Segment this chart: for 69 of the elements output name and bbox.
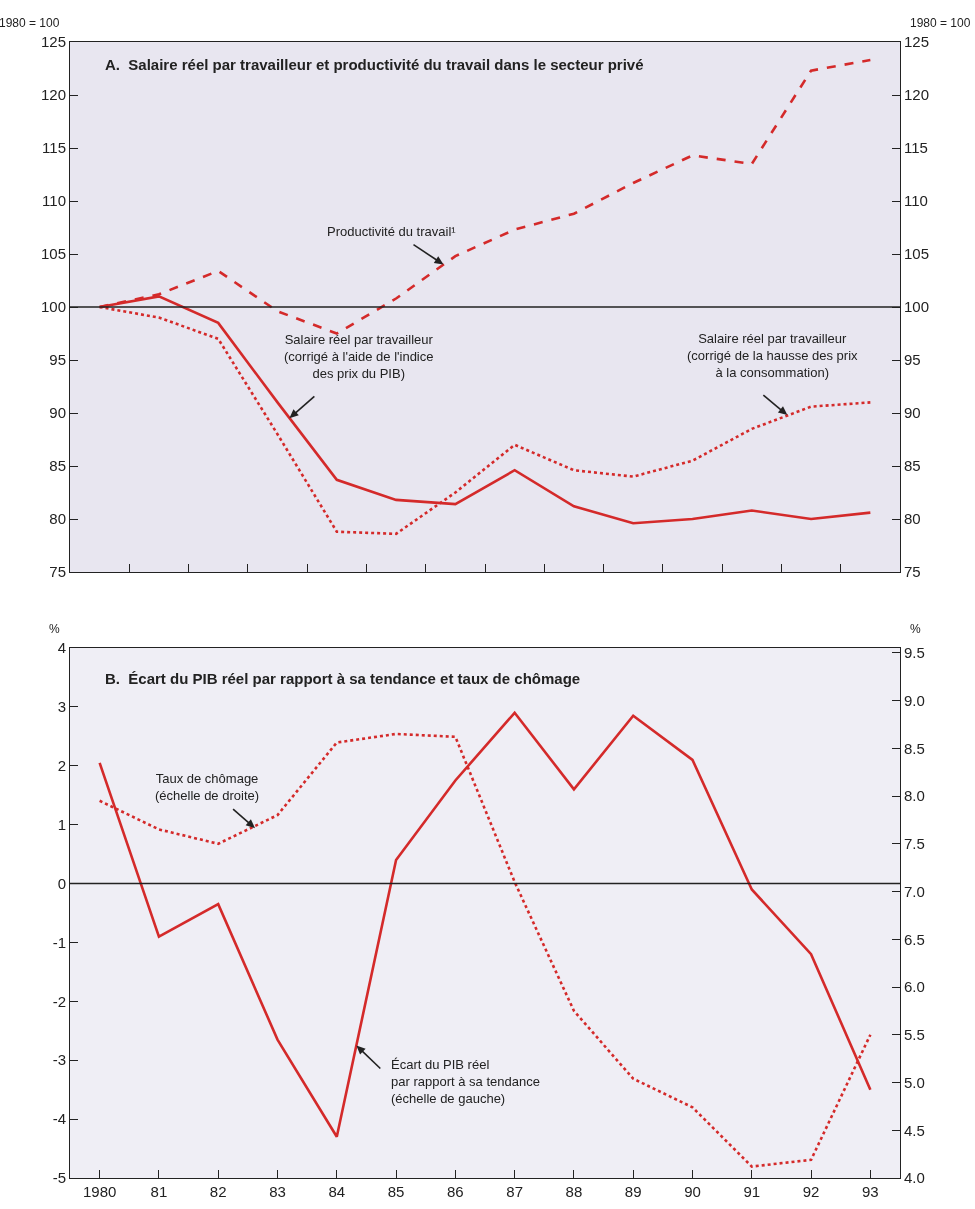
y2-axis-title: 1980 = 100 bbox=[910, 16, 971, 30]
x-tick-label: 85 bbox=[387, 1183, 405, 1200]
y-tick-label: 90 bbox=[49, 404, 66, 422]
y-tick-label: 95 bbox=[49, 351, 66, 369]
y2-tick-label: 75 bbox=[904, 563, 921, 581]
y2-tick-label: 100 bbox=[904, 298, 930, 316]
x-tick-label: 89 bbox=[624, 1183, 642, 1200]
annotation: Taux de chômage (échelle de droite) bbox=[155, 771, 260, 803]
annotation: Salaire réel par travailleur (corrigé de la hausse des prix à la consommation) bbox=[687, 331, 859, 380]
y-tick-label: 100 bbox=[40, 298, 66, 316]
y2-tick-label: 7.5 bbox=[904, 835, 925, 853]
x-tick-label: 88 bbox=[565, 1183, 583, 1200]
x-tick-label: 81 bbox=[150, 1183, 168, 1200]
y2-tick-label: 85 bbox=[904, 457, 921, 475]
y2-axis-title: % bbox=[910, 622, 921, 636]
y-tick-label: 110 bbox=[42, 192, 66, 210]
y-tick-label: 1 bbox=[57, 815, 66, 833]
y2-tick-label: 5.5 bbox=[904, 1026, 925, 1044]
x-tick-label: 92 bbox=[802, 1183, 820, 1200]
y2-tick-label: 6.0 bbox=[904, 978, 925, 996]
x-tick-label: 87 bbox=[506, 1183, 523, 1200]
y-tick-label: 0 bbox=[57, 874, 66, 892]
y2-tick-label: 9.5 bbox=[904, 644, 925, 662]
y-tick-label: 3 bbox=[57, 698, 66, 716]
y2-tick-label: 90 bbox=[904, 404, 921, 422]
y-tick-label: 4 bbox=[57, 639, 66, 657]
x-tick-label: 84 bbox=[328, 1183, 346, 1200]
y-tick-label: 125 bbox=[40, 33, 66, 51]
annotation: Écart du PIB réel par rapport à sa tendance (échelle de gauche) bbox=[391, 1057, 540, 1106]
y-tick-label: 115 bbox=[42, 139, 66, 157]
text: A. Salaire réel par travailleur et productivité du travail dans le secteur privé bbox=[105, 56, 644, 73]
y2-tick-label: 105 bbox=[904, 245, 930, 263]
y2-tick-label: 125 bbox=[904, 33, 930, 51]
text: B. Écart du PIB réel par rapport à sa tendance et taux de chômage bbox=[105, 670, 581, 687]
x-tick-label: 93 bbox=[862, 1183, 879, 1200]
y2-tick-label: 4.0 bbox=[904, 1169, 925, 1187]
y-tick-label: 105 bbox=[40, 245, 66, 263]
y2-tick-label: 115 bbox=[904, 139, 928, 157]
x-tick-label: 86 bbox=[447, 1183, 464, 1200]
y2-tick-label: 8.0 bbox=[904, 787, 925, 805]
x-tick-label: 82 bbox=[209, 1183, 227, 1200]
y-tick-label: 85 bbox=[49, 457, 66, 475]
y2-tick-label: 80 bbox=[904, 510, 921, 528]
y-tick-label: -5 bbox=[52, 1169, 66, 1187]
y2-tick-label: 4.5 bbox=[904, 1121, 925, 1139]
x-tick-label: 1980 bbox=[82, 1183, 117, 1200]
y-axis-title: % bbox=[49, 622, 60, 636]
annotation: Salaire réel par travailleur (corrigé à l'aide de l'indice des prix du PIB) bbox=[284, 332, 434, 381]
y-tick-label: 75 bbox=[49, 563, 66, 581]
y2-tick-label: 7.0 bbox=[904, 882, 925, 900]
y-tick-label: -1 bbox=[52, 933, 66, 951]
x-tick-label: 90 bbox=[684, 1183, 701, 1200]
y-tick-label: 120 bbox=[40, 86, 66, 104]
y-tick-label: -4 bbox=[52, 1110, 66, 1128]
y2-tick-label: 120 bbox=[904, 86, 930, 104]
y2-tick-label: 9.0 bbox=[904, 691, 925, 709]
x-tick-label: 91 bbox=[743, 1183, 761, 1200]
x-tick-label: 83 bbox=[269, 1183, 286, 1200]
y2-tick-label: 8.5 bbox=[904, 739, 925, 757]
y2-tick-label: 6.5 bbox=[904, 930, 925, 948]
y-axis-title: 1980 = 100 bbox=[0, 16, 60, 30]
y-tick-label: -2 bbox=[52, 992, 66, 1010]
y2-tick-label: 95 bbox=[904, 351, 921, 369]
y-tick-label: 80 bbox=[49, 510, 66, 528]
y2-tick-label: 5.0 bbox=[904, 1073, 925, 1091]
y2-tick-label: 110 bbox=[904, 192, 928, 210]
y-tick-label: -3 bbox=[52, 1051, 66, 1069]
y-tick-label: 2 bbox=[57, 757, 66, 775]
annotation: Productivité du travail¹ bbox=[327, 224, 457, 239]
